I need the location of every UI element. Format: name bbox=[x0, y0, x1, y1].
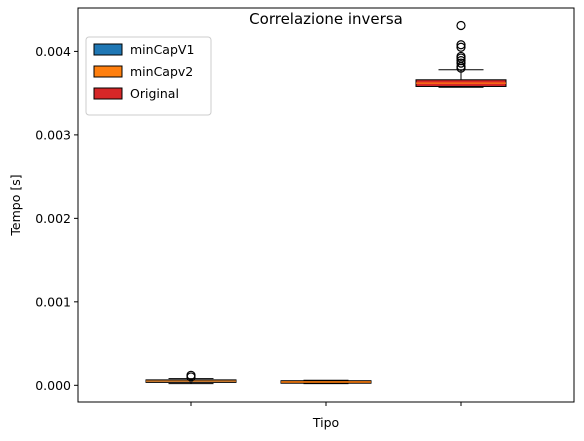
outlier-point bbox=[456, 40, 466, 50]
legend-swatch bbox=[93, 65, 123, 78]
box-minCapv2 bbox=[280, 379, 372, 385]
outlier-point bbox=[456, 42, 466, 52]
outlier-point bbox=[456, 58, 466, 68]
legend-swatch bbox=[93, 43, 123, 56]
y-tick-label: 0.002 bbox=[35, 211, 71, 226]
boxes-layer bbox=[145, 20, 507, 385]
y-axis-label: Tempo [s] bbox=[8, 174, 23, 236]
legend-swatch bbox=[93, 87, 123, 100]
y-tick-label: 0.004 bbox=[35, 44, 71, 59]
outlier-point bbox=[456, 51, 466, 62]
legend-entry: minCapV1 bbox=[130, 42, 194, 57]
y-tick-label: 0.001 bbox=[35, 294, 71, 309]
outlier-point bbox=[186, 370, 196, 380]
legend-entry: Original bbox=[130, 86, 179, 101]
box-Original bbox=[415, 20, 507, 88]
outlier-point bbox=[456, 20, 466, 31]
chart-title: Correlazione inversa bbox=[249, 10, 403, 28]
y-axis: 0.000 0.001 0.002 0.003 0.004 bbox=[35, 44, 78, 393]
legend-entry: minCapv2 bbox=[130, 64, 193, 79]
y-tick-label: 0.000 bbox=[35, 378, 71, 393]
outlier-point bbox=[456, 55, 466, 66]
y-tick-label: 0.003 bbox=[35, 127, 71, 142]
x-axis-label: Tipo bbox=[312, 415, 339, 430]
x-axis bbox=[190, 402, 462, 406]
legend: minCapV1 minCapv2 Original bbox=[85, 36, 212, 116]
plot-frame bbox=[77, 7, 575, 403]
box-minCapV1 bbox=[145, 370, 237, 385]
